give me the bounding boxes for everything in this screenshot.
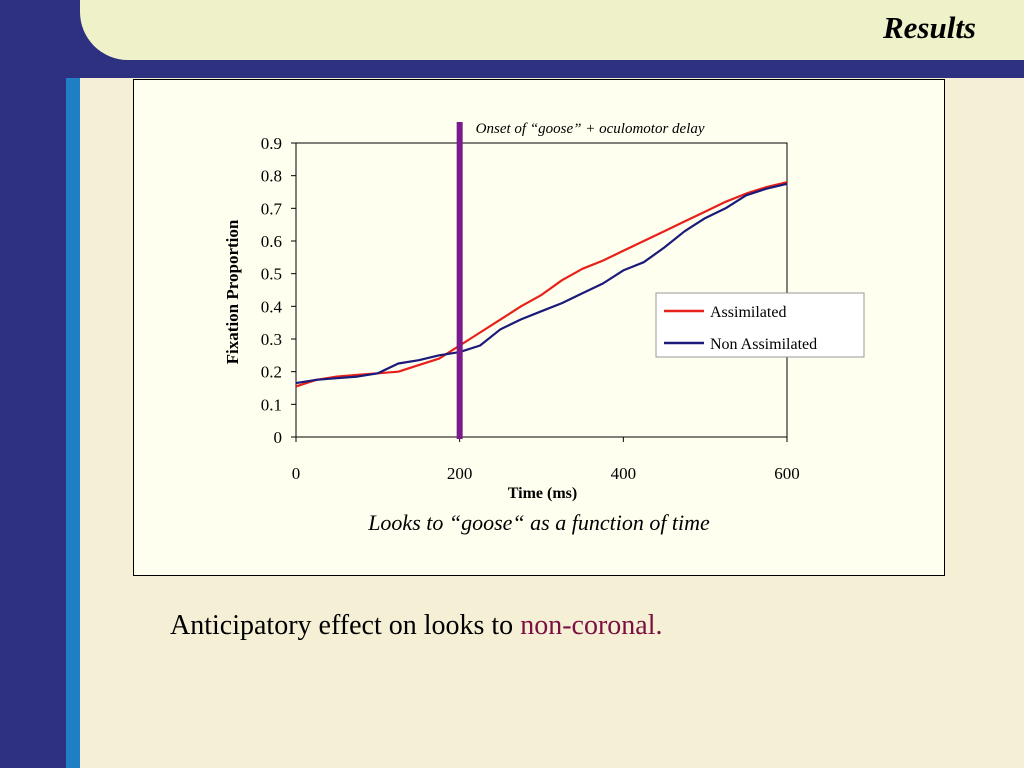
- body-text-highlight: non-coronal.: [520, 610, 663, 641]
- x-axis-label: Time (ms): [508, 485, 577, 502]
- line-chart: 0 0.1 0.2 0.3 0.4 0.5 0.6 0.7 0.8 0.9 0 200 400 600 O…: [223, 121, 865, 502]
- y-tick-label: 0.8: [261, 167, 282, 186]
- y-tick-label: 0.7: [261, 199, 283, 218]
- body-text: Anticipatory effect on looks to non-coro…: [170, 610, 662, 642]
- chart-box: 0 0.1 0.2 0.3 0.4 0.5 0.6 0.7 0.8 0.9 0 200 400 600 O…: [133, 79, 945, 576]
- legend: Assimilated Non Assimilated: [655, 292, 865, 358]
- x-tick-label: 600: [774, 464, 800, 483]
- title-panel: Results: [80, 0, 1024, 60]
- chart-caption: Looks to “goose“ as a function of time: [368, 510, 710, 535]
- y-tick-label: 0.3: [261, 330, 282, 349]
- left-band-light: [66, 78, 80, 768]
- y-tick-label: 0.1: [261, 395, 282, 414]
- onset-annotation: Onset of “goose” + oculomotor delay: [476, 121, 705, 137]
- left-band-dark: [0, 0, 66, 768]
- series-line-non-assimilated: [295, 182, 788, 385]
- x-tick-label: 400: [611, 464, 637, 483]
- x-tick-label: 0: [292, 464, 301, 483]
- legend-box: [655, 292, 865, 358]
- y-tick-label: 0: [274, 428, 283, 447]
- y-tick-label: 0.9: [261, 134, 282, 153]
- legend-label: Non Assimilated: [710, 336, 817, 353]
- y-tick-label: 0.5: [261, 265, 282, 284]
- y-tick-label: 0.6: [261, 232, 282, 251]
- legend-label: Assimilated: [710, 304, 786, 321]
- y-tick-label: 0.4: [261, 297, 283, 316]
- plot-area: [295, 142, 788, 438]
- x-tick-label: 200: [447, 464, 473, 483]
- y-axis-label: Fixation Proportion: [223, 219, 242, 364]
- slide-title: Results: [882, 10, 976, 45]
- y-tick-label: 0.2: [261, 363, 282, 382]
- body-text-main: Anticipatory effect on looks to: [170, 610, 521, 641]
